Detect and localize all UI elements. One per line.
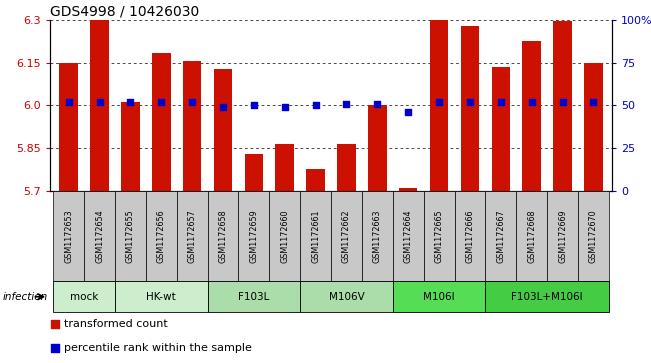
Point — [279, 104, 290, 110]
Text: GSM1172667: GSM1172667 — [496, 209, 505, 263]
Bar — [307, 169, 325, 191]
Bar — [368, 105, 387, 191]
FancyBboxPatch shape — [146, 191, 176, 281]
Text: HK-wt: HK-wt — [146, 292, 176, 302]
Text: GSM1172666: GSM1172666 — [465, 209, 475, 263]
Bar — [553, 21, 572, 191]
Bar — [59, 62, 78, 191]
Text: transformed count: transformed count — [64, 319, 167, 329]
Text: GSM1172669: GSM1172669 — [558, 209, 567, 263]
Text: GSM1172655: GSM1172655 — [126, 209, 135, 263]
Text: GSM1172662: GSM1172662 — [342, 209, 351, 263]
Bar — [430, 20, 449, 191]
Point — [218, 104, 229, 110]
Bar — [522, 41, 541, 191]
FancyBboxPatch shape — [238, 191, 270, 281]
Point — [311, 102, 321, 108]
Text: F103L+M106I: F103L+M106I — [511, 292, 583, 302]
Text: M106V: M106V — [329, 292, 365, 302]
Point — [50, 345, 61, 351]
FancyBboxPatch shape — [208, 191, 238, 281]
Point — [372, 101, 383, 106]
FancyBboxPatch shape — [393, 281, 486, 312]
Point — [249, 102, 259, 108]
FancyBboxPatch shape — [454, 191, 486, 281]
FancyBboxPatch shape — [547, 191, 578, 281]
Text: GSM1172656: GSM1172656 — [157, 209, 166, 263]
FancyBboxPatch shape — [53, 281, 115, 312]
Bar — [492, 67, 510, 191]
FancyBboxPatch shape — [84, 191, 115, 281]
Point — [50, 321, 61, 327]
FancyBboxPatch shape — [331, 191, 362, 281]
Text: infection: infection — [3, 292, 48, 302]
Text: GSM1172664: GSM1172664 — [404, 209, 413, 263]
Text: GDS4998 / 10426030: GDS4998 / 10426030 — [50, 5, 199, 19]
FancyBboxPatch shape — [578, 191, 609, 281]
FancyBboxPatch shape — [300, 281, 393, 312]
Point — [125, 99, 135, 105]
Point — [156, 99, 167, 105]
Point — [63, 99, 74, 105]
FancyBboxPatch shape — [486, 191, 516, 281]
Text: M106I: M106I — [423, 292, 455, 302]
Text: GSM1172670: GSM1172670 — [589, 209, 598, 263]
Bar — [461, 26, 479, 191]
Point — [495, 99, 506, 105]
Point — [465, 99, 475, 105]
Text: GSM1172659: GSM1172659 — [249, 209, 258, 263]
Text: GSM1172665: GSM1172665 — [435, 209, 443, 263]
Point — [434, 99, 444, 105]
Point — [94, 99, 105, 105]
Text: GSM1172653: GSM1172653 — [64, 209, 73, 263]
Bar — [275, 144, 294, 191]
Point — [403, 109, 413, 115]
FancyBboxPatch shape — [270, 191, 300, 281]
Bar — [183, 61, 201, 191]
Text: GSM1172661: GSM1172661 — [311, 209, 320, 263]
FancyBboxPatch shape — [115, 281, 208, 312]
Text: GSM1172668: GSM1172668 — [527, 209, 536, 263]
Text: F103L: F103L — [238, 292, 270, 302]
Point — [557, 99, 568, 105]
Bar — [90, 20, 109, 191]
Point — [589, 99, 599, 105]
Text: percentile rank within the sample: percentile rank within the sample — [64, 343, 251, 352]
Bar — [121, 102, 140, 191]
Point — [341, 101, 352, 106]
FancyBboxPatch shape — [393, 191, 424, 281]
FancyBboxPatch shape — [486, 281, 609, 312]
Bar — [152, 53, 171, 191]
Bar — [337, 144, 355, 191]
Point — [527, 99, 537, 105]
Text: GSM1172658: GSM1172658 — [219, 209, 227, 263]
Bar — [245, 154, 263, 191]
FancyBboxPatch shape — [53, 191, 84, 281]
Bar — [214, 69, 232, 191]
Text: mock: mock — [70, 292, 98, 302]
FancyBboxPatch shape — [300, 191, 331, 281]
Text: GSM1172654: GSM1172654 — [95, 209, 104, 263]
Text: GSM1172663: GSM1172663 — [373, 209, 382, 263]
Point — [187, 99, 197, 105]
FancyBboxPatch shape — [516, 191, 547, 281]
Text: GSM1172660: GSM1172660 — [280, 209, 289, 263]
FancyBboxPatch shape — [208, 281, 300, 312]
FancyBboxPatch shape — [115, 191, 146, 281]
Bar — [584, 64, 603, 191]
FancyBboxPatch shape — [424, 191, 454, 281]
FancyBboxPatch shape — [362, 191, 393, 281]
Bar — [399, 188, 417, 191]
Text: GSM1172657: GSM1172657 — [187, 209, 197, 263]
FancyBboxPatch shape — [176, 191, 208, 281]
